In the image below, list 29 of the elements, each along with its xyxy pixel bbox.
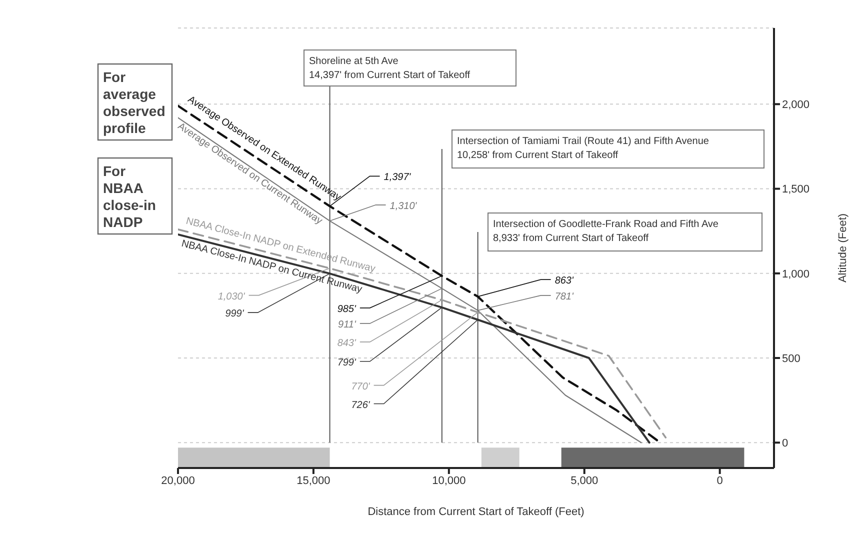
data-label: 1,397' [384, 172, 412, 184]
data-label: 770' [351, 381, 371, 392]
y-tick-label: 1,500 [782, 184, 810, 196]
x-tick-label: 10,000 [432, 474, 466, 487]
ref-line-label: Intersection of Tamiami Trail (Route 41) and Fifth Avenue 10,258' from Current Start of Takeoff [457, 136, 710, 161]
ref-line-label: Shoreline at 5th Ave 14,397' from Current Start of Takeoff [309, 56, 470, 81]
text: For NBAA close-in NADP [103, 163, 156, 230]
data-label: 843' [337, 338, 358, 349]
x-tick-label: 0 [716, 474, 723, 487]
y-tick-label: 0 [782, 438, 788, 450]
ref-line-label: Intersection of Goodlette-Frank Road and Fifth Ave 8,933' from Current Start of Takeoff [493, 219, 719, 244]
y-tick-label: 1,000 [782, 268, 810, 280]
data-label: 1,030' [218, 291, 246, 302]
data-label: 799' [337, 357, 358, 368]
x-tick-label: 5,000 [570, 474, 598, 487]
x-tick-label: 20,000 [161, 474, 195, 487]
data-label: 1,310' [390, 200, 418, 212]
data-label: 726' [351, 400, 371, 411]
x-tick-label: 15,000 [296, 474, 330, 487]
y-tick-label: 500 [782, 352, 800, 365]
data-label: 781' [554, 291, 574, 302]
x-axis-title: Distance from Current Start of Takeoff (Feet) [368, 506, 584, 518]
y-tick-label: 2,000 [782, 99, 810, 112]
y-axis-title: Altitude (Feet) [836, 213, 849, 283]
data-label: 999' [225, 308, 245, 320]
data-label: 911' [338, 319, 358, 330]
data-label: 863' [554, 276, 574, 287]
text: For average observed profile [103, 69, 166, 136]
data-label: 985' [337, 304, 358, 315]
